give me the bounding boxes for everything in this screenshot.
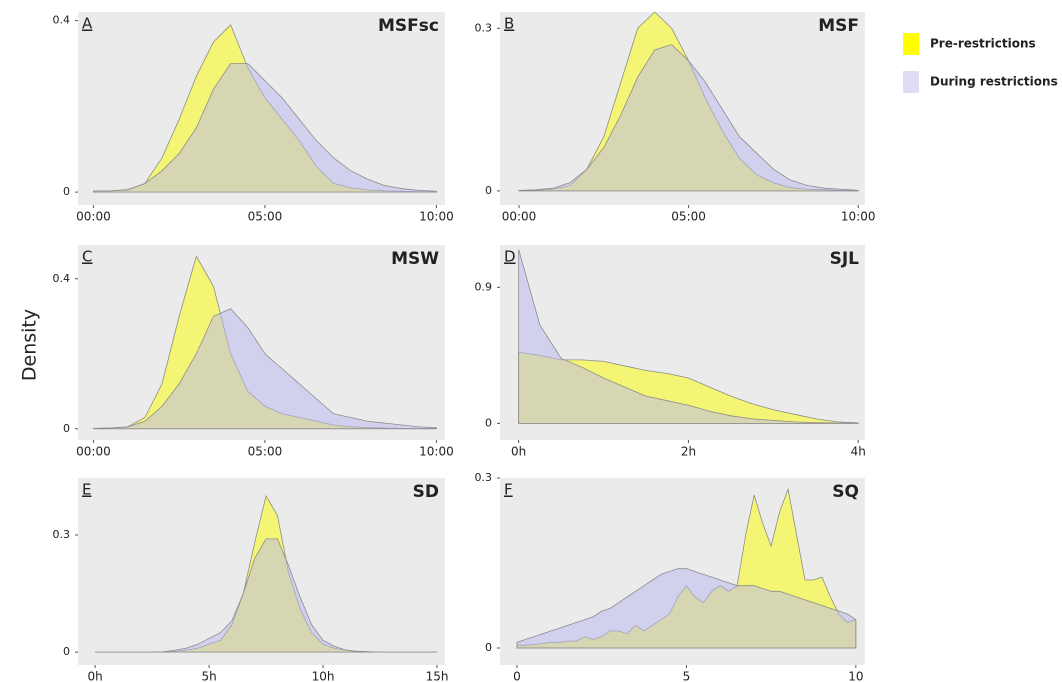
density-area xyxy=(93,63,437,193)
x-tick-label: 0h xyxy=(87,670,102,682)
density-area xyxy=(95,538,438,653)
legend-label: Pre-restrictions xyxy=(930,37,1036,51)
x-tick-label: 05:00 xyxy=(248,210,283,224)
panel-label: E xyxy=(82,481,91,499)
x-tick-label: 10:00 xyxy=(419,210,454,224)
density-area xyxy=(518,249,859,424)
panel-title: SJL xyxy=(830,249,860,269)
panel-title: SD xyxy=(413,482,439,502)
x-tick-label: 4h xyxy=(851,445,866,459)
panel-label: D xyxy=(504,248,516,266)
y-tick-label: 0 xyxy=(63,645,70,658)
x-tick-label: 5 xyxy=(683,670,691,682)
y-tick-label: 0 xyxy=(485,641,492,654)
density-area xyxy=(516,568,857,649)
x-tick-label: 10 xyxy=(848,670,863,682)
legend-label: During restrictions xyxy=(930,75,1058,89)
x-tick-label: 00:00 xyxy=(76,445,111,459)
x-tick-label: 00:00 xyxy=(502,210,537,224)
panel-label: C xyxy=(82,248,92,266)
panel-label: F xyxy=(504,481,513,499)
x-tick-label: 10h xyxy=(312,670,335,682)
x-tick-label: 15h xyxy=(426,670,449,682)
y-tick-label: 0 xyxy=(63,422,70,435)
y-tick-label: 0.3 xyxy=(53,528,71,541)
x-tick-label: 5h xyxy=(201,670,216,682)
x-tick-label: 05:00 xyxy=(671,210,706,224)
panel-title: SQ xyxy=(832,482,859,502)
y-tick-label: 0.9 xyxy=(475,280,493,293)
panel-label: A xyxy=(82,15,93,33)
y-tick-label: 0.3 xyxy=(475,471,493,484)
x-tick-label: 10:00 xyxy=(841,210,876,224)
y-axis-label: Density xyxy=(19,309,41,381)
y-tick-label: 0.4 xyxy=(53,14,71,27)
legend-swatch xyxy=(903,33,919,55)
panel-title: MSF xyxy=(818,16,859,36)
y-tick-label: 0 xyxy=(485,416,492,429)
panel-title: MSFsc xyxy=(378,16,439,36)
x-tick-label: 05:00 xyxy=(248,445,283,459)
x-tick-label: 10:00 xyxy=(419,445,454,459)
density-area xyxy=(93,308,437,430)
y-tick-label: 0.4 xyxy=(53,272,71,285)
y-tick-label: 0 xyxy=(63,185,70,198)
panel-label: B xyxy=(504,15,514,33)
y-tick-label: 0.3 xyxy=(475,21,493,34)
x-tick-label: 0 xyxy=(513,670,521,682)
density-area xyxy=(518,44,859,192)
x-tick-label: 00:00 xyxy=(76,210,111,224)
x-tick-label: 0h xyxy=(511,445,526,459)
x-tick-label: 2h xyxy=(681,445,696,459)
panel-title: MSW xyxy=(391,249,439,269)
y-tick-label: 0 xyxy=(485,184,492,197)
legend-swatch xyxy=(903,71,919,93)
